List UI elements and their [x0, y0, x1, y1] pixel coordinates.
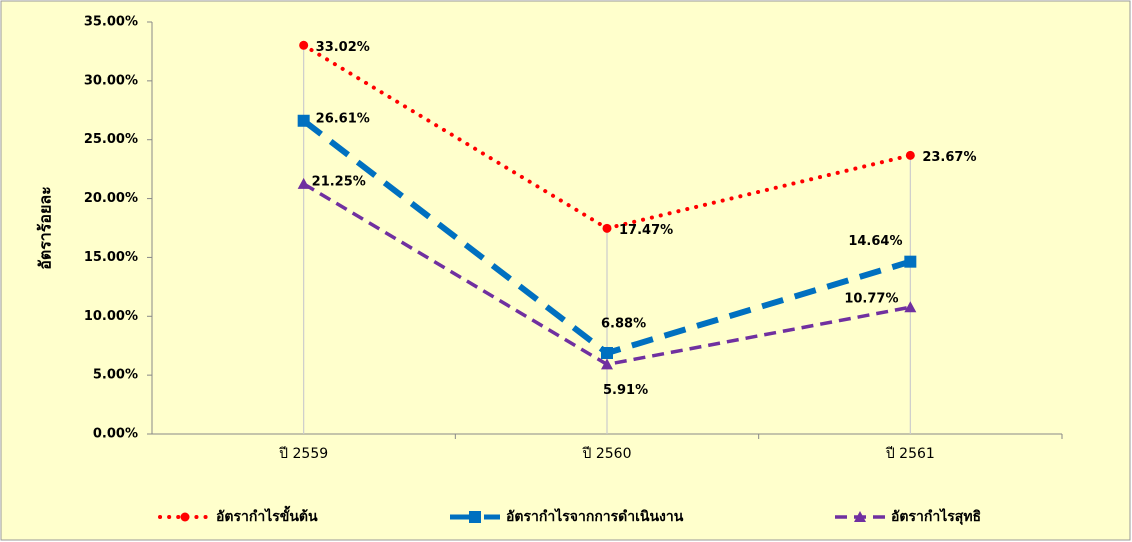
legend-label: อัตรากำไรสุทธิ — [891, 507, 981, 525]
data-label: 26.61% — [316, 111, 370, 126]
y-tick-label: 5.00% — [93, 368, 138, 383]
y-tick-label: 15.00% — [84, 250, 138, 265]
data-label: 33.02% — [316, 40, 370, 55]
y-tick-label: 35.00% — [84, 15, 138, 30]
data-label: 10.77% — [844, 292, 898, 307]
y-axis-label: อัตราร้อยละ — [36, 186, 55, 270]
x-tick-label: ปี 2559 — [279, 446, 328, 462]
marker — [854, 511, 866, 522]
y-tick-label: 10.00% — [84, 309, 138, 324]
y-tick-label: 30.00% — [84, 73, 138, 88]
y-tick-label: 25.00% — [84, 132, 138, 147]
marker — [469, 511, 481, 523]
marker — [299, 40, 309, 50]
marker — [601, 347, 613, 360]
data-label: 23.67% — [922, 150, 976, 165]
marker — [905, 150, 915, 160]
marker — [904, 301, 917, 313]
marker — [602, 223, 612, 233]
x-tick-label: ปี 2561 — [885, 446, 934, 462]
data-label: 14.64% — [848, 234, 902, 249]
marker — [904, 255, 917, 268]
y-tick-label: 20.00% — [84, 191, 138, 206]
data-label: 6.88% — [601, 317, 646, 332]
marker — [601, 358, 613, 370]
data-label: 21.25% — [312, 174, 366, 189]
marker — [297, 114, 310, 127]
y-tick-label: 0.00% — [93, 427, 138, 442]
marker — [180, 512, 190, 522]
legend-label: อัตรากำไรขั้นต้น — [216, 505, 318, 525]
data-label: 17.47% — [619, 223, 673, 238]
marker — [297, 177, 310, 189]
data-label: 5.91% — [603, 383, 648, 398]
legend-label: อัตรากำไรจากการดำเนินงาน — [506, 507, 684, 525]
x-tick-label: ปี 2560 — [582, 446, 631, 462]
